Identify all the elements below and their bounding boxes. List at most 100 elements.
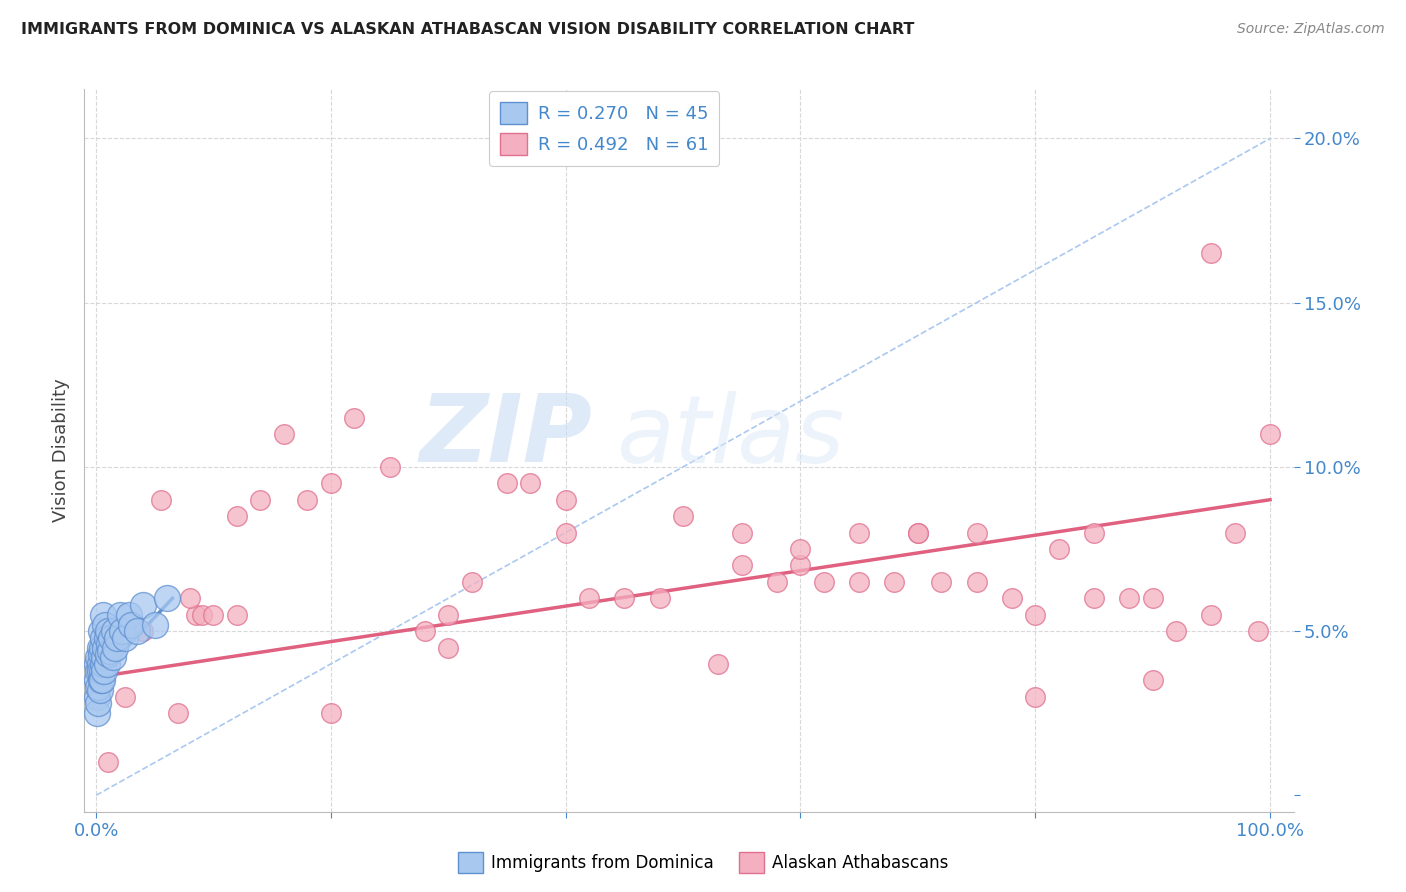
Point <box>90 624 112 639</box>
Point <box>1142 591 1164 606</box>
Point <box>707 657 730 671</box>
Point <box>87 650 110 665</box>
Point <box>100 631 122 645</box>
Point <box>120 617 142 632</box>
Point <box>98 637 121 651</box>
Point <box>89 657 111 671</box>
Point <box>97 647 120 661</box>
Text: IMMIGRANTS FROM DOMINICA VS ALASKAN ATHABASCAN VISION DISABILITY CORRELATION CHA: IMMIGRANTS FROM DOMINICA VS ALASKAN ATHA… <box>21 22 914 37</box>
Point <box>1201 246 1223 260</box>
Point <box>437 640 460 655</box>
Point <box>179 591 201 606</box>
Point <box>378 459 401 474</box>
Point <box>89 640 111 655</box>
Point <box>114 690 136 704</box>
Point <box>848 525 870 540</box>
Point <box>90 647 112 661</box>
Y-axis label: Vision Disability: Vision Disability <box>52 378 70 523</box>
Text: ZIP: ZIP <box>419 390 592 482</box>
Point <box>249 492 271 507</box>
Point <box>91 640 114 655</box>
Point <box>672 509 695 524</box>
Point <box>519 476 541 491</box>
Point <box>87 664 110 678</box>
Point <box>319 706 342 721</box>
Point <box>1201 607 1223 622</box>
Text: atlas: atlas <box>616 391 845 482</box>
Point <box>86 657 108 671</box>
Point <box>907 525 929 540</box>
Point <box>91 664 114 678</box>
Point <box>111 624 134 639</box>
Point <box>1047 541 1070 556</box>
Point <box>149 492 172 507</box>
Point <box>87 680 110 694</box>
Point <box>297 492 319 507</box>
Point <box>613 591 636 606</box>
Point <box>437 607 460 622</box>
Point <box>789 558 811 573</box>
Point <box>1024 690 1046 704</box>
Text: Source: ZipAtlas.com: Source: ZipAtlas.com <box>1237 22 1385 37</box>
Point <box>167 706 190 721</box>
Point <box>648 591 671 606</box>
Point <box>1247 624 1270 639</box>
Point <box>190 607 212 622</box>
Point <box>1083 591 1105 606</box>
Legend: R = 0.270   N = 45, R = 0.492   N = 61: R = 0.270 N = 45, R = 0.492 N = 61 <box>489 91 720 166</box>
Point <box>114 631 136 645</box>
Point <box>554 492 576 507</box>
Point <box>103 624 125 639</box>
Point <box>496 476 519 491</box>
Point <box>1001 591 1024 606</box>
Point <box>766 574 789 589</box>
Point <box>931 574 953 589</box>
Point <box>96 657 118 671</box>
Point <box>103 640 125 655</box>
Point <box>343 410 366 425</box>
Point <box>118 607 141 622</box>
Point <box>132 598 155 612</box>
Point <box>1083 525 1105 540</box>
Point <box>813 574 835 589</box>
Point <box>104 640 127 655</box>
Legend: Immigrants from Dominica, Alaskan Athabascans: Immigrants from Dominica, Alaskan Athaba… <box>451 846 955 880</box>
Point <box>907 525 929 540</box>
Point <box>90 673 112 688</box>
Point <box>127 624 149 639</box>
Point <box>94 617 117 632</box>
Point <box>86 706 108 721</box>
Point <box>226 509 249 524</box>
Point <box>93 664 115 678</box>
Point <box>184 607 207 622</box>
Point <box>108 607 131 622</box>
Point <box>1223 525 1246 540</box>
Point <box>848 574 870 589</box>
Point <box>91 607 114 622</box>
Point <box>97 624 120 639</box>
Point <box>554 525 576 540</box>
Point <box>1024 607 1046 622</box>
Point <box>86 673 108 688</box>
Point <box>89 683 111 698</box>
Point <box>226 607 249 622</box>
Point <box>1142 673 1164 688</box>
Point <box>143 617 166 632</box>
Point <box>87 696 110 710</box>
Point <box>966 574 988 589</box>
Point <box>319 476 342 491</box>
Point <box>101 650 124 665</box>
Point <box>91 673 114 688</box>
Point <box>97 756 120 770</box>
Point <box>883 574 905 589</box>
Point <box>94 640 117 655</box>
Point <box>86 690 108 704</box>
Point <box>93 650 115 665</box>
Point <box>731 558 754 573</box>
Point <box>1166 624 1188 639</box>
Point <box>105 631 128 645</box>
Point <box>96 631 118 645</box>
Point <box>89 664 111 678</box>
Point <box>91 657 114 671</box>
Point <box>789 541 811 556</box>
